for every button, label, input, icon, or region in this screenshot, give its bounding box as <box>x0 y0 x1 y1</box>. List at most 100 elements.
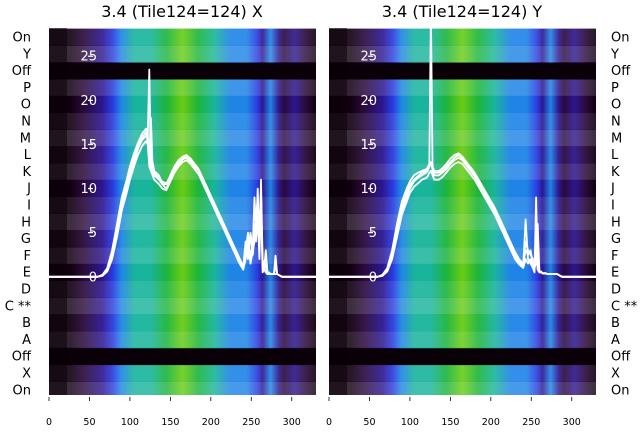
heatmap-band <box>329 179 596 198</box>
heatmap-band <box>49 95 316 114</box>
heatmap-band <box>49 45 316 63</box>
heatmap-band <box>49 163 316 181</box>
x-tick-label: 300 <box>283 417 301 428</box>
x-tick-label: 0 <box>326 417 332 428</box>
x-tick-label: 100 <box>401 417 419 428</box>
heatmap-band <box>49 196 316 214</box>
heatmap-band <box>329 28 596 46</box>
heatmap-band <box>49 331 316 349</box>
row-label: N <box>611 115 621 130</box>
row-label: B <box>611 316 620 331</box>
y-tick-label: 15 <box>80 138 97 153</box>
row-label: On <box>13 383 31 398</box>
y-tick-label: 20 <box>80 94 97 109</box>
heatmap-band <box>329 112 596 130</box>
panel-x-y-ticks: 0 5 10 15 20 25 <box>80 50 97 286</box>
heatmap-band <box>329 247 596 265</box>
overlay-series-line <box>329 154 596 278</box>
panel-y-x-ticks: 0 50 100 150 200 250 300 <box>326 397 581 428</box>
x-tick-label: 250 <box>522 417 540 428</box>
heatmap-dark-strip <box>329 28 347 395</box>
panel-y-title: 3.4 (Tile124=124) Y <box>382 2 543 21</box>
heatmap-band <box>329 196 596 214</box>
heatmap-band <box>329 297 596 315</box>
heatmap-dark-strip <box>49 28 67 395</box>
row-label: A <box>22 333 31 348</box>
heatmap-band <box>329 79 596 97</box>
row-label: On <box>13 31 31 46</box>
row-label: O <box>21 98 31 113</box>
heatmap-band <box>329 95 596 114</box>
heatmap-band <box>49 79 316 97</box>
x-tick-label: 300 <box>563 417 581 428</box>
row-label: G <box>611 232 621 247</box>
x-tick-label: 50 <box>363 417 375 428</box>
row-label: K <box>22 165 31 180</box>
panel-y-y-ticks: 0 5 10 15 20 25 <box>360 50 377 286</box>
heatmap-band <box>49 381 316 395</box>
panel-x-plot <box>49 28 316 395</box>
heatmap-band <box>49 314 316 332</box>
x-tick-label: 100 <box>121 417 139 428</box>
heatmap-band <box>49 364 316 382</box>
heatmap-band <box>49 280 316 298</box>
heatmap-band <box>49 179 316 198</box>
row-label: D <box>21 283 31 298</box>
row-label: L <box>24 148 32 163</box>
row-label: On <box>611 383 629 398</box>
heatmap-band <box>329 381 596 395</box>
y-tick-label: 25 <box>360 50 377 65</box>
row-label: X <box>611 367 620 382</box>
row-label: I <box>27 199 31 214</box>
y-tick-label: 5 <box>89 226 97 241</box>
heatmap-band <box>329 364 596 382</box>
row-label: L <box>611 148 619 163</box>
row-label: F <box>611 249 618 264</box>
panel-y-plot <box>329 28 596 395</box>
heatmap-off-band <box>329 62 596 80</box>
row-label: H <box>21 215 31 230</box>
row-label: E <box>23 266 31 281</box>
row-label: O <box>611 98 621 113</box>
row-label: D <box>611 283 621 298</box>
x-tick-label: 150 <box>161 417 179 428</box>
row-label: K <box>611 165 620 180</box>
heatmap-off-band <box>49 347 316 366</box>
panel-x-x-ticks: 0 50 100 150 200 250 300 <box>46 397 301 428</box>
row-label: F <box>24 249 31 264</box>
x-tick-label: 250 <box>242 417 260 428</box>
row-label: Y <box>22 47 31 62</box>
heatmap-band <box>49 129 316 147</box>
row-label: A <box>611 333 620 348</box>
heatmap-off-band <box>329 347 596 366</box>
row-label: On <box>611 31 629 46</box>
row-label: C ** <box>5 299 32 314</box>
x-tick-label: 200 <box>202 417 220 428</box>
row-label: I <box>611 199 615 214</box>
y-tick-label: 15 <box>360 138 377 153</box>
heatmap-band <box>329 45 596 63</box>
y-tick-label: 0 <box>369 270 377 285</box>
heatmap-band <box>329 331 596 349</box>
y-tick-label: 20 <box>360 94 377 109</box>
y-tick-label: 10 <box>80 182 97 197</box>
row-label: Off <box>611 64 631 79</box>
heatmap-band <box>329 263 596 282</box>
row-label: P <box>23 81 31 96</box>
heatmap-band <box>49 297 316 315</box>
y-tick-label: 25 <box>80 50 97 65</box>
heatmap-band <box>329 129 596 147</box>
heatmap-band <box>49 112 316 130</box>
panel-x-title: 3.4 (Tile124=124) X <box>101 2 263 21</box>
row-label: E <box>611 266 619 281</box>
row-label: Y <box>610 47 619 62</box>
row-label: B <box>22 316 31 331</box>
row-label: J <box>26 182 31 197</box>
heatmap-band <box>49 263 316 282</box>
heatmap-band <box>49 28 316 46</box>
row-label: Off <box>12 350 32 365</box>
row-label: X <box>22 367 31 382</box>
